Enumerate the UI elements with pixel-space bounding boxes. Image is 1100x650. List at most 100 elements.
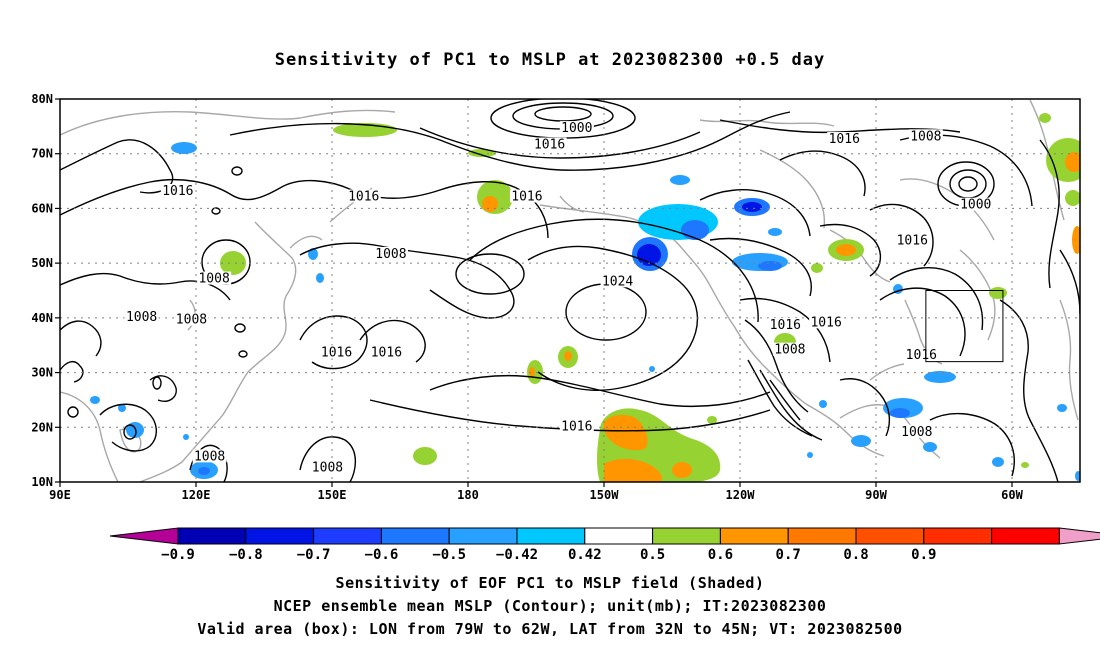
lat-tick-label: 20N bbox=[31, 420, 53, 434]
lon-tick-label: 90E bbox=[49, 488, 71, 502]
contour-label: 1008 bbox=[176, 313, 207, 328]
contour-label-bg bbox=[600, 274, 635, 288]
colorbar-label: 0.5 bbox=[640, 547, 665, 563]
contour-label-bg bbox=[346, 189, 381, 203]
contour-label: 1008 bbox=[194, 449, 225, 464]
contour-label-bg bbox=[160, 184, 195, 198]
contour-label: 1016 bbox=[906, 348, 937, 363]
caption-contour: NCEP ensemble mean MSLP (Contour); unit(… bbox=[273, 597, 827, 615]
contour-label-bg bbox=[772, 342, 807, 356]
colorbar-swatch bbox=[855, 527, 925, 545]
colorbar-label: 0.9 bbox=[911, 547, 936, 563]
contour-label-bg bbox=[958, 197, 993, 211]
contour-labels: 1016 1016 1008 1008 1008 1008 1016 1016 1016 1016… bbox=[124, 121, 993, 475]
contour-label-bg bbox=[827, 132, 862, 146]
lon-tick-label: 150E bbox=[318, 488, 347, 502]
colorbar-swatch bbox=[448, 527, 518, 545]
contour-label-bg bbox=[373, 246, 408, 260]
lat-lon-grid bbox=[60, 99, 1080, 482]
lon-tick-label: 120E bbox=[182, 488, 211, 502]
contour-label: 1008 bbox=[910, 129, 941, 144]
contour-label-bg bbox=[192, 449, 227, 463]
contour-label-bg bbox=[559, 121, 594, 135]
contour-label-bg bbox=[908, 129, 943, 143]
contour-label: 1016 bbox=[162, 184, 193, 199]
contour-label: 1016 bbox=[511, 189, 542, 204]
contour-label-bg bbox=[532, 137, 567, 151]
shaded-sensitivity bbox=[90, 113, 1080, 482]
lat-tick-label: 60N bbox=[31, 201, 53, 215]
contour-label-bg bbox=[559, 419, 594, 433]
contour-label-bg bbox=[895, 233, 930, 247]
contour-label: 1008 bbox=[198, 272, 229, 287]
colorbar-swatch bbox=[516, 527, 586, 545]
colorbar-swatch bbox=[380, 527, 450, 545]
colorbar-label: −0.6 bbox=[365, 547, 399, 563]
mslp-contours bbox=[60, 99, 1080, 482]
contour-label: 1008 bbox=[774, 343, 805, 358]
colorbar-label: −0.5 bbox=[432, 547, 466, 563]
contour-label-bg bbox=[809, 315, 844, 329]
contour-label-bg bbox=[369, 345, 404, 359]
contour-label: 1024 bbox=[602, 274, 633, 289]
colorbar-swatch bbox=[245, 527, 315, 545]
colorbar-extend-low bbox=[109, 527, 179, 545]
contour-label-bg bbox=[899, 424, 934, 438]
lon-tick-label: 90W bbox=[865, 488, 887, 502]
caption-valid-area: Valid area (box): LON from 79W to 62W, L… bbox=[197, 620, 903, 638]
contour-label: 1008 bbox=[312, 460, 343, 475]
colorbar-label: −0.8 bbox=[229, 547, 263, 563]
colorbar-label: −0.7 bbox=[297, 547, 331, 563]
contour-label: 1016 bbox=[534, 138, 565, 153]
colorbar-extend-high bbox=[1058, 527, 1100, 545]
colorbar-swatch bbox=[719, 527, 789, 545]
colorbar-swatch bbox=[652, 527, 721, 545]
colorbar-label: 0.42 bbox=[568, 547, 602, 563]
colorbar-swatch bbox=[991, 527, 1060, 545]
contour-label-bg bbox=[319, 345, 354, 359]
colorbar-label: 0.6 bbox=[708, 547, 733, 563]
contour-label: 1016 bbox=[897, 233, 928, 248]
contour-label: 1008 bbox=[375, 247, 406, 262]
lat-tick-label: 80N bbox=[31, 92, 53, 106]
contour-label: 1016 bbox=[371, 345, 402, 360]
contour-label-bg bbox=[197, 271, 232, 285]
plot-title: Sensitivity of PC1 to MSLP at 2023082300… bbox=[274, 50, 826, 70]
contour-label: 1016 bbox=[770, 318, 801, 333]
lon-tick-label: 180 bbox=[457, 488, 479, 502]
colorbar-label: −0.9 bbox=[161, 547, 195, 563]
contour-label: 1016 bbox=[829, 132, 860, 147]
contour-label: 1008 bbox=[901, 425, 932, 440]
contour-label-bg bbox=[174, 312, 209, 326]
contour-label: 1000 bbox=[561, 121, 592, 136]
map-frame bbox=[59, 98, 1081, 483]
contour-label: 1016 bbox=[348, 189, 379, 204]
colorbar-label: 0.7 bbox=[776, 547, 801, 563]
lat-tick-label: 10N bbox=[31, 475, 53, 489]
contour-label-bg bbox=[310, 460, 345, 474]
contour-label: 1016 bbox=[561, 419, 592, 434]
caption-shaded: Sensitivity of EOF PC1 to MSLP field (Sh… bbox=[335, 574, 765, 592]
lon-tick-label: 150W bbox=[590, 488, 620, 502]
contour-label-bg bbox=[768, 318, 803, 332]
lat-tick-label: 70N bbox=[31, 147, 53, 161]
colorbar: −0.9 −0.8 −0.7 −0.6 −0.5 −0.42 0.42 0.5 0.6 0.7 0.… bbox=[109, 527, 1100, 563]
contour-label-bg bbox=[509, 189, 544, 203]
contour-label-bg bbox=[904, 348, 939, 362]
contour-label: 1008 bbox=[126, 310, 157, 325]
lat-tick-label: 50N bbox=[31, 256, 53, 270]
colorbar-swatch bbox=[177, 527, 247, 545]
lon-tick-label: 60W bbox=[1001, 488, 1023, 502]
contour-label: 1000 bbox=[960, 198, 991, 213]
valid-area-box bbox=[925, 290, 1004, 363]
colorbar-swatch bbox=[923, 527, 993, 545]
axis-labels: 90E 120E 150E 180 150W 120W 90W 60W 80N 70N 60N 50N… bbox=[31, 92, 1023, 502]
colorbar-swatch bbox=[787, 527, 857, 545]
map-background bbox=[60, 99, 1080, 482]
contour-label: 1016 bbox=[321, 345, 352, 360]
colorbar-label: 0.8 bbox=[843, 547, 868, 563]
colorbar-label: −0.42 bbox=[496, 547, 538, 563]
contour-label: 1016 bbox=[810, 315, 841, 330]
lat-tick-label: 30N bbox=[31, 366, 53, 380]
